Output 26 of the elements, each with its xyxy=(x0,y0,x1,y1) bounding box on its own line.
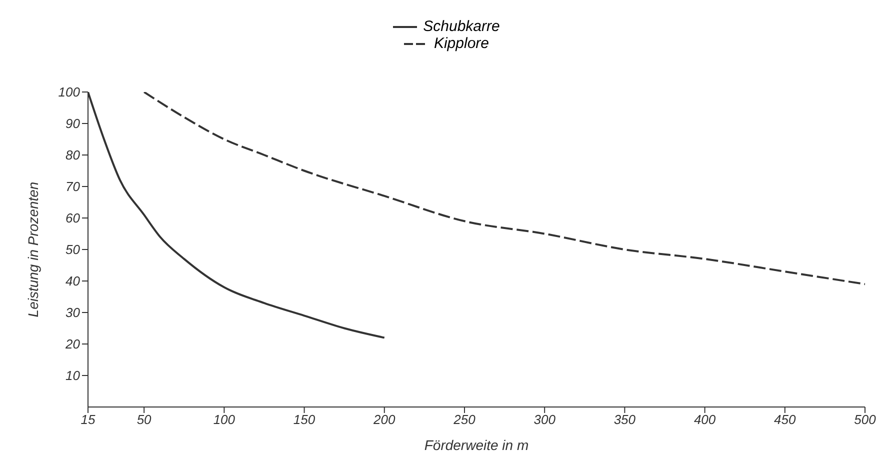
x-tick-label: 250 xyxy=(452,412,476,428)
y-tick-label: 20 xyxy=(64,336,81,352)
y-tick-label: 100 xyxy=(58,84,81,100)
y-axis-title: Leistung in Prozenten xyxy=(24,182,41,318)
x-tick-label: 200 xyxy=(372,412,396,428)
y-tick-label: 10 xyxy=(66,368,81,384)
y-tick-label: 70 xyxy=(66,179,81,194)
y-tick-label: 90 xyxy=(66,116,81,132)
legend-label: Schubkarre xyxy=(423,18,500,35)
y-tick-label: 40 xyxy=(66,274,81,289)
x-tick-label: 100 xyxy=(213,412,236,428)
x-tick-label: 300 xyxy=(534,412,556,428)
y-tick-label: 60 xyxy=(66,210,81,226)
y-tick-label: 50 xyxy=(66,242,81,258)
x-axis-title: Förderweite in m xyxy=(424,437,529,453)
x-tick-label: 50 xyxy=(136,412,152,428)
y-tick-label: 80 xyxy=(66,148,81,163)
x-tick-label: 450 xyxy=(774,412,797,428)
x-tick-label: 15 xyxy=(80,412,96,428)
x-tick-label: 350 xyxy=(614,412,636,428)
x-tick-label: 500 xyxy=(854,412,877,428)
line-series xyxy=(143,92,865,286)
legend-label: Kipplore xyxy=(434,35,490,52)
x-tick-label: 150 xyxy=(293,412,316,428)
x-tick-label: 400 xyxy=(694,412,716,428)
y-tick-label: 30 xyxy=(66,305,81,320)
